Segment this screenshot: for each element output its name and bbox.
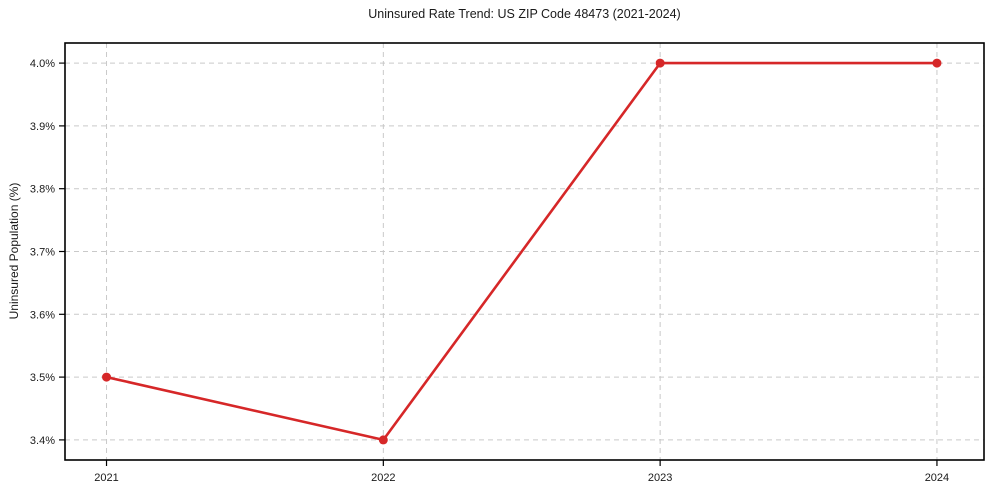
x-tick-label: 2023 (648, 472, 672, 484)
y-tick-label: 3.6% (30, 309, 55, 321)
y-tick-label: 3.5% (30, 372, 55, 384)
plot-border (64, 42, 985, 461)
y-tick-label: 3.7% (30, 247, 55, 259)
chart-title: Uninsured Rate Trend: US ZIP Code 48473 … (368, 7, 681, 21)
x-tick-label: 2022 (371, 472, 395, 484)
y-tick-label: 3.9% (30, 121, 55, 133)
data-point (932, 58, 942, 68)
data-point (655, 58, 665, 68)
y-tick-label: 4.0% (30, 58, 55, 70)
y-tick-label: 3.4% (30, 435, 55, 447)
trend-line (105, 61, 939, 442)
y-tick-label: 3.8% (30, 184, 55, 196)
data-point (102, 372, 112, 382)
x-tick-label: 2021 (94, 472, 118, 484)
data-point (378, 435, 388, 445)
x-tick-label: 2024 (925, 472, 949, 484)
